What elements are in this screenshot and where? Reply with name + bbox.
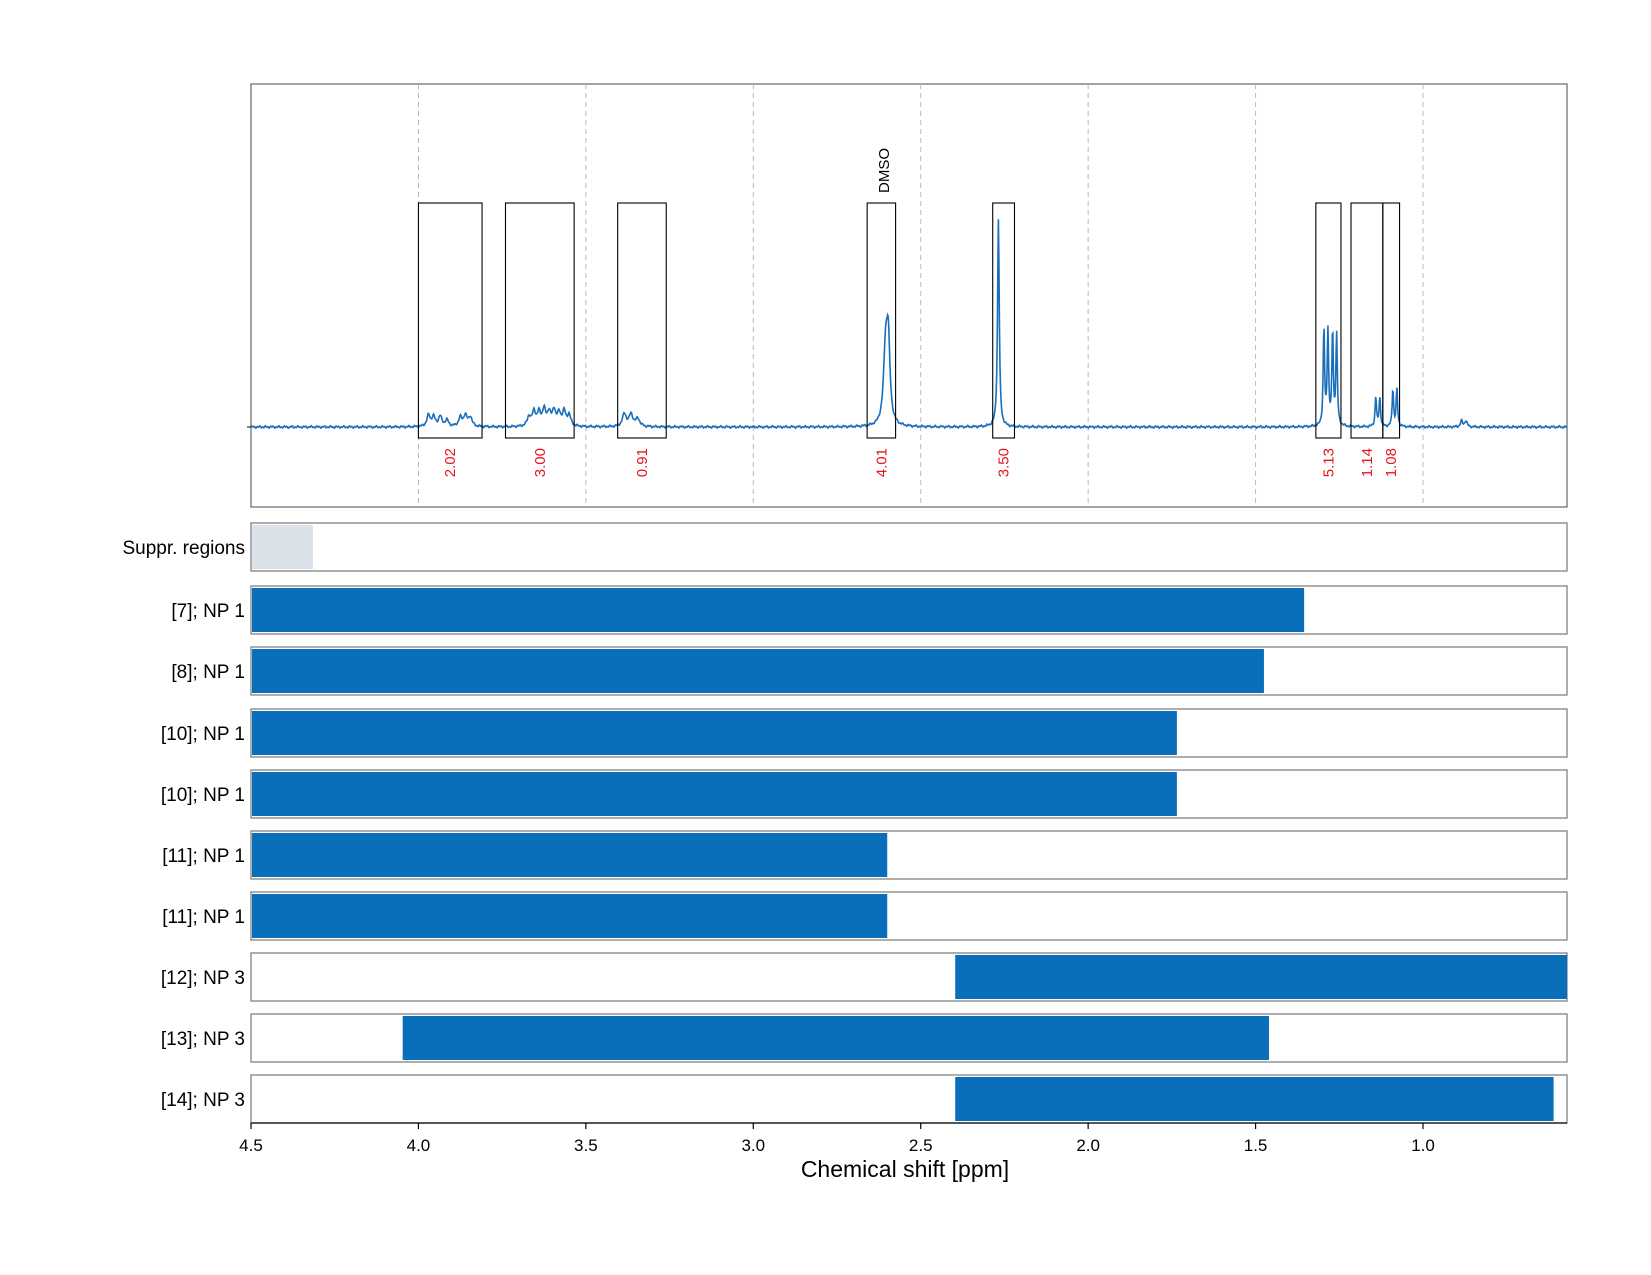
range-bar xyxy=(252,772,1177,816)
x-tick-label: 3.5 xyxy=(574,1136,598,1155)
range-row: [14]; NP 3 xyxy=(161,1074,1568,1124)
range-bar xyxy=(252,588,1305,632)
range-row-label: [14]; NP 3 xyxy=(161,1090,245,1111)
range-row-label: [7]; NP 1 xyxy=(171,601,245,622)
integral-box xyxy=(504,202,575,439)
integral-value-label: 1.08 xyxy=(1383,448,1400,477)
x-tick-label: 2.5 xyxy=(909,1136,933,1155)
range-row-label: Suppr. regions xyxy=(122,538,245,559)
range-row: [11]; NP 1 xyxy=(162,891,1568,941)
range-bar xyxy=(402,1016,1269,1060)
range-row-label: [12]; NP 3 xyxy=(161,968,245,989)
x-tick-label: 4.0 xyxy=(407,1136,431,1155)
range-row-label: [13]; NP 3 xyxy=(161,1029,245,1050)
range-bar xyxy=(955,955,1567,999)
range-row: [12]; NP 3 xyxy=(161,952,1568,1002)
range-row-label: [8]; NP 1 xyxy=(171,662,245,683)
range-row: [10]; NP 1 xyxy=(161,769,1568,819)
solvent-annotation-label: DMSO xyxy=(876,148,893,193)
spectrum-frame xyxy=(250,83,1568,508)
x-tick-label: 2.0 xyxy=(1076,1136,1100,1155)
range-row: [10]; NP 1 xyxy=(161,708,1568,758)
range-bar xyxy=(252,711,1177,755)
integral-value-label: 2.02 xyxy=(442,448,459,477)
x-tick-label: 1.0 xyxy=(1411,1136,1435,1155)
range-row: Suppr. regions xyxy=(122,522,1568,572)
integral-value-label: 1.14 xyxy=(1359,448,1376,477)
integral-box xyxy=(617,202,667,439)
integral-value-label: 0.91 xyxy=(634,448,651,477)
range-row-label: [10]; NP 1 xyxy=(161,785,245,806)
range-row-label: [10]; NP 1 xyxy=(161,724,245,745)
integral-value-label: 3.50 xyxy=(996,448,1013,477)
x-tick-label: 1.5 xyxy=(1244,1136,1268,1155)
integral-box xyxy=(1315,202,1342,439)
range-row-label: [11]; NP 1 xyxy=(162,846,245,867)
spectrum-panel: 2.02 3.00 0.91 4.01 3.50 5.13 1.14 1.08 DMSO xyxy=(247,83,1568,508)
integral-box xyxy=(417,202,483,439)
range-row: [13]; NP 3 xyxy=(161,1013,1568,1063)
range-row-label: [11]; NP 1 xyxy=(162,907,245,928)
x-axis: 4.5 4.0 3.5 3.0 2.5 2.0 1.5 1.0 xyxy=(239,1122,1567,1155)
range-row: [11]; NP 1 xyxy=(162,830,1568,880)
suppressed-region-bar xyxy=(252,525,313,569)
x-tick-label: 3.0 xyxy=(741,1136,765,1155)
range-row-frame xyxy=(250,522,1568,572)
x-axis-title: Chemical shift [ppm] xyxy=(801,1156,1009,1182)
integral-box xyxy=(866,202,897,439)
range-bar xyxy=(252,894,888,938)
integral-box xyxy=(992,202,1016,439)
integral-value-label: 5.13 xyxy=(1320,448,1337,477)
range-row: [8]; NP 1 xyxy=(171,646,1568,696)
range-bar xyxy=(955,1077,1554,1121)
integral-value-label: 4.01 xyxy=(873,448,890,477)
x-tick-label: 4.5 xyxy=(239,1136,263,1155)
integral-value-label: 3.00 xyxy=(532,448,549,477)
integral-box xyxy=(1382,202,1401,439)
range-bar xyxy=(252,833,888,877)
spectrum-line xyxy=(250,219,1568,430)
range-bar xyxy=(252,649,1264,693)
range-rows-panel: Suppr. regions [7]; NP 1 [8]; NP 1 [10]; NP… xyxy=(122,522,1568,1124)
range-row: [7]; NP 1 xyxy=(171,585,1568,635)
